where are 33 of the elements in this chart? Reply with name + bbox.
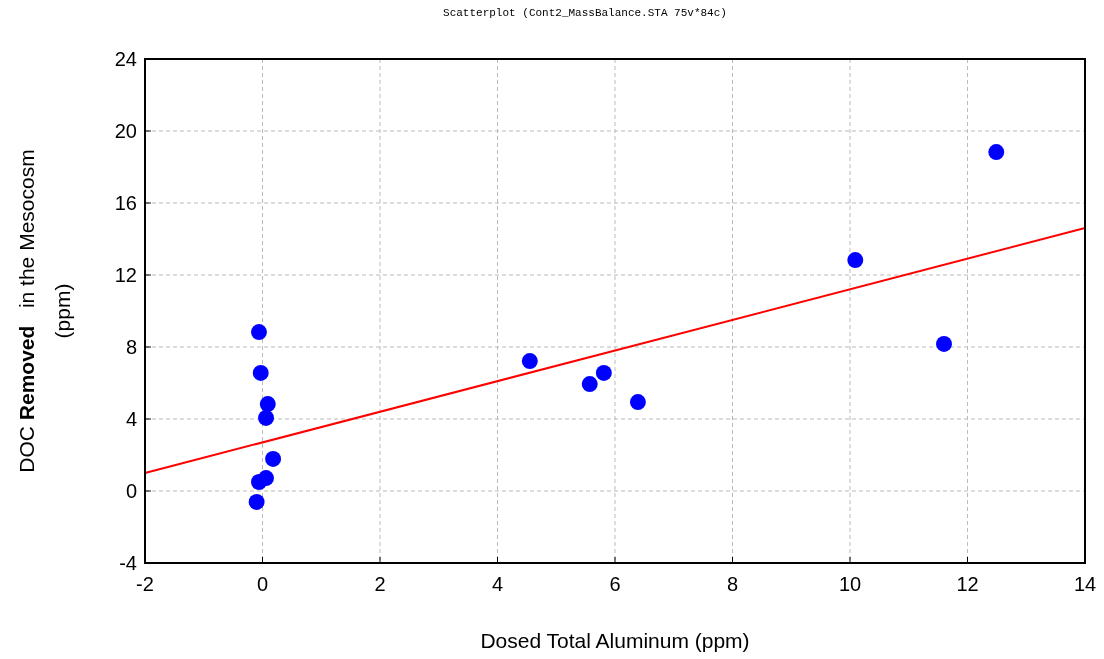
point	[629, 394, 646, 411]
x-tick-label: 10	[838, 573, 862, 595]
point	[251, 324, 267, 341]
x-tick-label: 12	[956, 573, 979, 595]
point	[988, 144, 1005, 161]
x-tick-label: 8	[726, 573, 739, 595]
y-tick-label: 24	[114, 48, 137, 70]
point	[259, 396, 276, 413]
point	[265, 451, 282, 467]
x-axis-title: Dosed Total Aluminum (ppm)	[480, 629, 750, 652]
chart-title: Scatterplot (Cont2_MassBalance.STA 75v*84c)	[443, 7, 727, 19]
y-tick-label: 16	[114, 192, 137, 214]
point	[595, 364, 612, 381]
y-tick-label: 4	[125, 408, 137, 430]
point	[258, 409, 274, 426]
x-tick-label: 0	[256, 573, 269, 595]
x-tick-label: 14	[1073, 573, 1097, 595]
point	[847, 252, 864, 269]
point	[252, 364, 269, 381]
x-tick-label: -2	[136, 573, 154, 595]
y-tick-label: 0	[125, 480, 137, 502]
x-tick-label: 4	[491, 573, 504, 595]
y-tick-label: 20	[114, 120, 137, 142]
y-tick-label: 8	[125, 336, 137, 358]
x-tick-label: 6	[609, 573, 621, 595]
point	[248, 494, 265, 510]
point	[521, 353, 538, 369]
point	[936, 335, 952, 352]
point	[251, 474, 267, 490]
x-tick-label: 2	[374, 573, 386, 595]
point	[581, 376, 598, 393]
y-tick-label: 12	[114, 264, 137, 286]
y-tick-label: -4	[119, 552, 137, 574]
